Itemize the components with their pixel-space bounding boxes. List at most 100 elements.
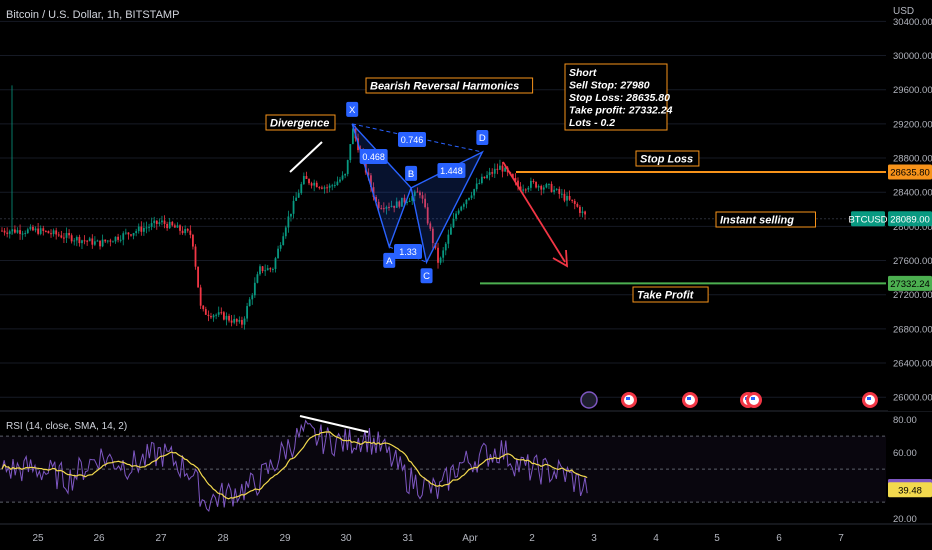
candle-body — [315, 182, 318, 188]
candle-body — [532, 180, 535, 182]
candle-body — [326, 187, 328, 189]
candle-body — [63, 237, 65, 239]
candle-body — [527, 187, 530, 190]
candle-body — [385, 206, 388, 209]
candle-body — [202, 305, 205, 310]
divergence-line — [289, 141, 323, 173]
candle-body — [419, 192, 421, 196]
time-tick-label: 31 — [402, 533, 414, 544]
trade-box-line: Take profit: 27332.24 — [569, 105, 673, 117]
candle-body — [44, 230, 47, 232]
pattern-point-label — [346, 101, 359, 117]
ratio-text: 0.468 — [362, 152, 385, 162]
candle-body — [522, 189, 525, 191]
time-tick-label: 28 — [217, 533, 229, 544]
candle-body — [349, 144, 352, 161]
candle-body — [19, 230, 21, 235]
candle-body — [563, 193, 566, 201]
candle-body — [210, 316, 212, 318]
price-tick-label: 26000.00 — [893, 393, 932, 404]
candle-body — [34, 228, 37, 231]
candle-body — [380, 208, 383, 210]
time-tick-label: 30 — [340, 533, 352, 544]
rsi-divergence-line — [299, 415, 369, 433]
candle-body — [393, 205, 396, 208]
candle-body — [504, 167, 506, 172]
candle-body — [333, 185, 336, 187]
candle-body — [75, 236, 78, 241]
candle-body — [207, 314, 210, 317]
time-tick-label: 5 — [714, 533, 720, 544]
chart-title: Bitcoin / U.S. Dollar, 1h, BITSTAMP — [6, 9, 180, 21]
candle-body — [457, 210, 460, 214]
candle-body — [571, 199, 574, 201]
take-profit-label: Take Profit — [637, 290, 695, 302]
candle-body — [117, 236, 119, 240]
candle-body — [246, 306, 248, 319]
ratio-text: 1.33 — [399, 247, 417, 257]
time-tick-label: 4 — [653, 533, 659, 544]
candle-body — [310, 183, 313, 186]
candle-body — [501, 165, 504, 172]
candle-body — [88, 238, 91, 242]
candle-body — [367, 172, 370, 176]
candle-body — [104, 239, 107, 242]
candle-body — [480, 176, 483, 184]
candle-body — [86, 240, 89, 242]
candle-body — [455, 213, 457, 219]
candle-body — [101, 239, 104, 247]
candle-body — [81, 240, 83, 244]
ratio-label — [437, 163, 466, 178]
candle-body — [225, 315, 228, 320]
candle-body — [155, 220, 158, 224]
candle-body — [297, 193, 300, 198]
candle-body — [171, 221, 174, 226]
time-axis[interactable]: 25 26 27 28 29 30 31 Apr 2 3 4 5 6 7 — [0, 523, 932, 544]
candle-body — [16, 230, 19, 233]
rsi-ma-value-badge-bg — [888, 482, 932, 498]
candle-body — [266, 268, 269, 271]
ratio-label — [359, 149, 388, 164]
candle-body — [382, 208, 385, 210]
candle-body — [370, 175, 372, 188]
candle-body — [132, 233, 135, 236]
candle-body — [576, 204, 579, 207]
candle-body — [579, 206, 581, 213]
candle-body — [328, 185, 331, 188]
candle-body — [375, 197, 377, 202]
price-axis[interactable]: 30400.00 30000.00 29600.00 29200.00 28800.00… — [848, 0, 932, 411]
ratio-text: 1.448 — [440, 166, 463, 176]
candle-body — [127, 232, 130, 235]
candle-body — [431, 228, 434, 244]
candle-body — [251, 295, 254, 300]
candle-body — [524, 189, 527, 191]
candle-body — [496, 168, 499, 170]
candle-body — [429, 223, 432, 229]
candle-body — [220, 312, 223, 314]
pattern-point-text: C — [423, 271, 430, 282]
candle-body — [109, 240, 112, 242]
candle-body — [32, 226, 34, 231]
stop-loss-price-badge-bg — [888, 164, 932, 180]
price-tick-label: 27200.00 — [893, 290, 932, 301]
candle-body — [143, 227, 145, 232]
rsi-title: RSI (14, close, SMA, 14, 2) — [6, 421, 128, 432]
candle-body — [540, 185, 543, 190]
lightning-icon — [580, 391, 598, 409]
harmonic-pattern: X A B C D 0.468 0.746 1.33 1.448 — [346, 101, 489, 284]
candle-body — [346, 160, 349, 174]
candle-body — [313, 182, 316, 186]
candle-body — [186, 228, 189, 231]
candle-body — [57, 234, 60, 236]
annotations: Divergence Bearish Reversal Harmonics Stop… — [265, 63, 816, 303]
candle-body — [372, 187, 375, 198]
candle-body — [573, 200, 576, 205]
us-flag-icon-canton — [751, 397, 755, 400]
candle-body — [93, 241, 96, 245]
stop-loss-price-badge: 28635.80 — [890, 168, 930, 179]
time-tick-label: 6 — [776, 533, 782, 544]
trade-levels — [0, 171, 886, 285]
price-tick-label: 30000.00 — [893, 51, 932, 62]
